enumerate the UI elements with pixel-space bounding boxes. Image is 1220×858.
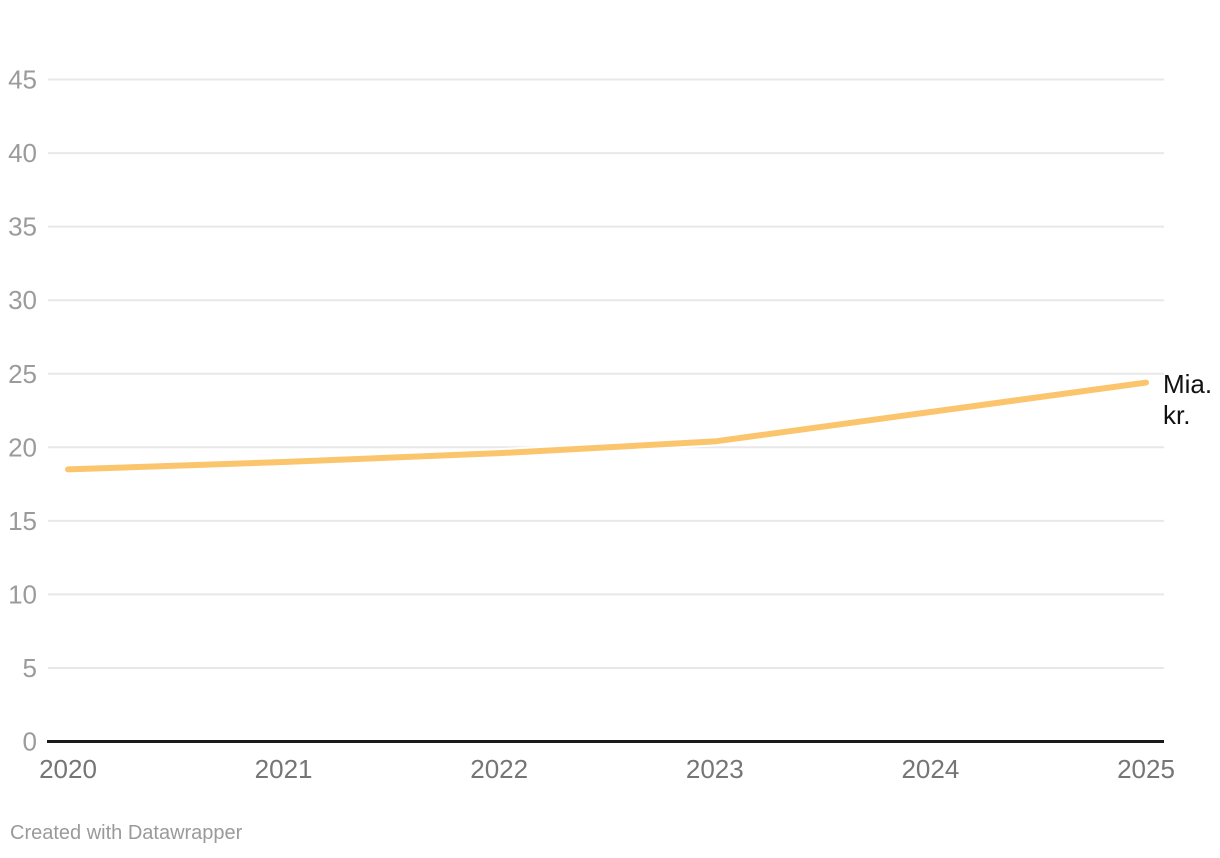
datawrapper-attribution-link[interactable]: Created with Datawrapper [10, 822, 243, 844]
x-tick-label-2025: 2025 [1117, 754, 1175, 784]
y-tick-label-10: 10 [8, 579, 37, 609]
y-tick-label-15: 15 [8, 506, 37, 536]
x-tick-label-2021: 2021 [255, 754, 313, 784]
y-tick-label-20: 20 [8, 432, 37, 462]
x-tick-label-2024: 2024 [901, 754, 959, 784]
y-tick-label-30: 30 [8, 285, 37, 315]
y-tick-label-5: 5 [23, 653, 37, 683]
series-label: Mia. kr. [1163, 369, 1213, 430]
y-tick-label-35: 35 [8, 212, 37, 242]
y-tick-label-0: 0 [23, 727, 37, 757]
y-tick-label-25: 25 [8, 359, 37, 389]
x-tick-label-2020: 2020 [39, 754, 97, 784]
data-line-halo [63, 377, 1151, 475]
data-line-mia-kr [65, 379, 1149, 473]
x-tick-label-2022: 2022 [470, 754, 528, 784]
x-tick-label-2023: 2023 [686, 754, 744, 784]
y-tick-label-40: 40 [8, 138, 37, 168]
y-tick-label-45: 45 [8, 65, 37, 95]
